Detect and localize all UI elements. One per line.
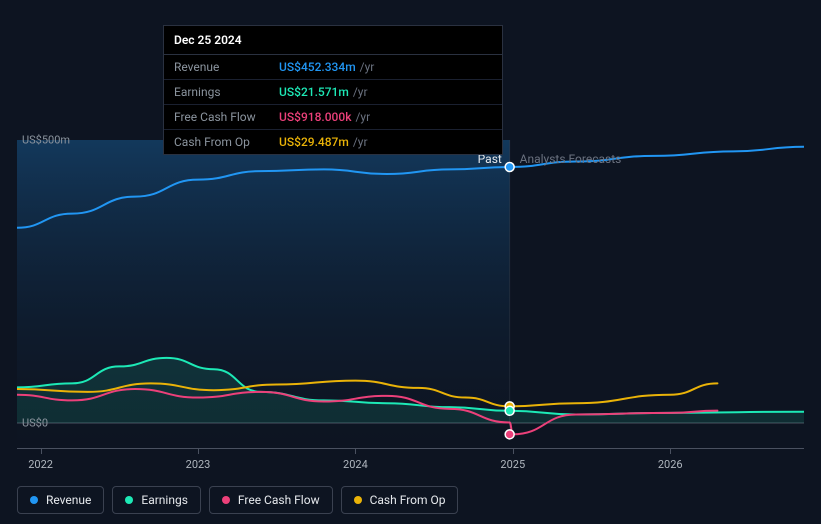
- tooltip-row-value: US$452.334m: [279, 60, 356, 74]
- tooltip-row-unit: /yr: [360, 60, 375, 74]
- x-axis-label: 2023: [186, 458, 211, 471]
- chart-plot-area[interactable]: US$500mUS$020222023202420252026PastAnaly…: [17, 140, 804, 440]
- legend-item-earnings[interactable]: Earnings: [112, 486, 201, 514]
- x-tick: [41, 448, 42, 454]
- y-axis-max-label: US$500m: [22, 134, 70, 147]
- legend-label: Earnings: [141, 493, 188, 507]
- forecast-label: Analysts Forecasts: [520, 152, 622, 166]
- x-tick: [355, 448, 356, 454]
- tooltip-row-unit: /yr: [353, 85, 368, 99]
- tooltip-row-label: Revenue: [174, 60, 279, 74]
- x-axis-label: 2026: [658, 458, 683, 471]
- tooltip-date: Dec 25 2024: [164, 26, 502, 55]
- tooltip-row: Free Cash FlowUS$918.000k/yr: [164, 105, 502, 130]
- legend-dot-icon: [222, 496, 230, 504]
- tooltip-row-value: US$918.000k: [279, 110, 351, 124]
- y-axis-zero-label: US$0: [22, 417, 48, 430]
- tooltip-row: EarningsUS$21.571m/yr: [164, 80, 502, 105]
- legend-dot-icon: [125, 496, 133, 504]
- legend-dot-icon: [30, 496, 38, 504]
- legend-item-revenue[interactable]: Revenue: [17, 486, 104, 514]
- legend-dot-icon: [354, 496, 362, 504]
- legend-label: Revenue: [46, 493, 91, 507]
- tooltip-row: RevenueUS$452.334m/yr: [164, 55, 502, 80]
- tooltip-row-unit: /yr: [353, 135, 368, 149]
- x-tick: [513, 448, 514, 454]
- legend-item-cash-from-op[interactable]: Cash From Op: [341, 486, 459, 514]
- x-tick: [198, 448, 199, 454]
- tooltip-rows: RevenueUS$452.334m/yrEarningsUS$21.571m/…: [164, 55, 502, 154]
- chart-tooltip: Dec 25 2024 RevenueUS$452.334m/yrEarning…: [163, 25, 503, 155]
- tooltip-row-unit: /yr: [355, 110, 370, 124]
- tooltip-row-label: Free Cash Flow: [174, 110, 279, 124]
- legend-item-free-cash-flow[interactable]: Free Cash Flow: [209, 486, 333, 514]
- x-axis-label: 2025: [500, 458, 525, 471]
- chart-svg: [17, 140, 804, 440]
- chart-legend: Revenue Earnings Free Cash Flow Cash From O…: [17, 486, 458, 514]
- tooltip-row-value: US$29.487m: [279, 135, 349, 149]
- tooltip-row-label: Cash From Op: [174, 135, 279, 149]
- legend-label: Cash From Op: [370, 493, 446, 507]
- tooltip-row: Cash From OpUS$29.487m/yr: [164, 130, 502, 154]
- legend-label: Free Cash Flow: [238, 493, 320, 507]
- tooltip-row-value: US$21.571m: [279, 85, 349, 99]
- tooltip-row-label: Earnings: [174, 85, 279, 99]
- x-axis-label: 2022: [28, 458, 53, 471]
- x-axis-label: 2024: [343, 458, 368, 471]
- x-tick: [670, 448, 671, 454]
- chart-bottom-line: [17, 448, 804, 449]
